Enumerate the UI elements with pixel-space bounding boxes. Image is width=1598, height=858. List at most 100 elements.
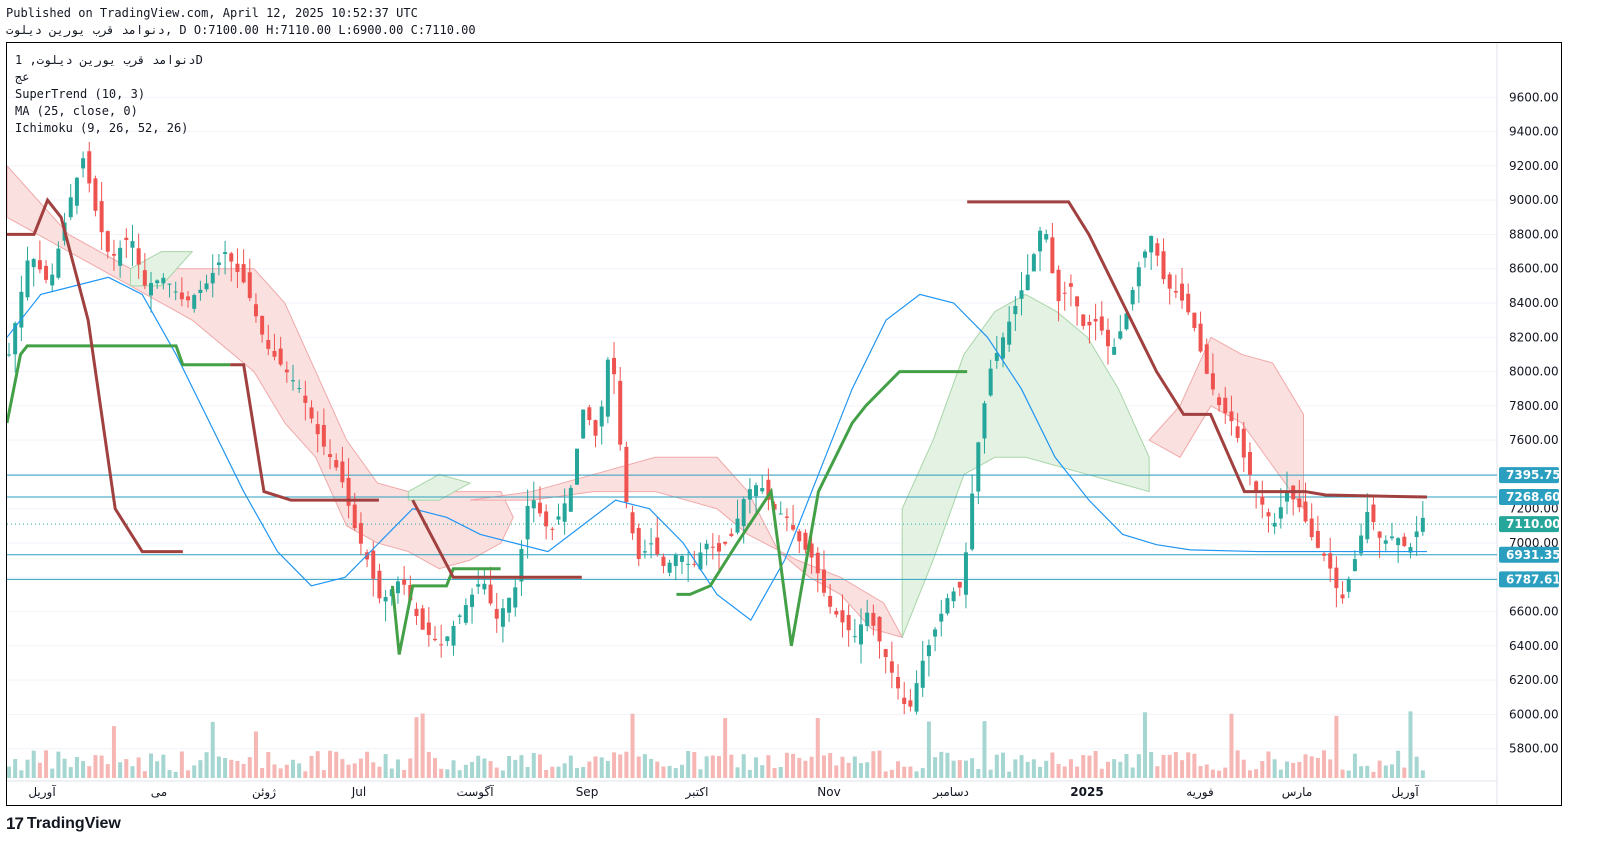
legend-ma[interactable]: MA (25, close, 0) (15, 104, 138, 118)
volume-bar (1167, 754, 1172, 778)
candle-body (556, 516, 561, 520)
y-tick-label: 8600.00 (1509, 262, 1559, 276)
candle-body (649, 543, 654, 545)
candle-body (303, 395, 308, 403)
candle-body (673, 554, 678, 567)
volume-bar (1124, 753, 1129, 778)
volume-bar (686, 751, 691, 778)
candle-body (735, 518, 740, 533)
candle-body (507, 597, 512, 613)
volume-bar (1247, 770, 1252, 778)
volume-bar (1143, 712, 1147, 778)
candle-body (420, 608, 425, 630)
candle-body (74, 177, 79, 206)
volume-bar (556, 766, 561, 778)
volume-bar (667, 765, 672, 778)
candle-body (797, 531, 802, 542)
supertrend-up-line (676, 370, 968, 647)
legend-ichimoku[interactable]: Ichimoku (9, 26, 52, 26) (15, 121, 189, 135)
legend-exchange: عج (15, 70, 30, 84)
candle-body (1371, 504, 1376, 523)
volume-bar (105, 764, 110, 778)
tradingview-brand[interactable]: 17 TradingView (6, 814, 121, 834)
candle-body (754, 485, 759, 497)
candle-body (803, 532, 808, 550)
candle-body (908, 700, 913, 707)
candle-body (68, 197, 73, 218)
x-tick-label: اکتبر (685, 785, 709, 800)
volume-bar (717, 756, 721, 778)
candle-body (1050, 237, 1055, 274)
price-chart[interactable]: 9600.00 9400.00 9200.00 9000.00 8800.00 8600.… (5, 43, 1561, 805)
volume-bar (235, 760, 240, 778)
candle-body (1180, 283, 1185, 301)
volume-bar (519, 755, 524, 778)
volume-bar (1198, 766, 1203, 778)
chart-frame[interactable]: 9600.00 9400.00 9200.00 9000.00 8800.00 8600.… (5, 42, 1562, 806)
candle-body (1161, 251, 1166, 280)
volume-bar (1235, 750, 1240, 778)
supertrend-down-line (230, 363, 379, 502)
candle-body (1309, 518, 1314, 538)
candle-body (1204, 344, 1209, 374)
volume-bar (1303, 754, 1308, 778)
volume-bar (7, 766, 11, 778)
candle-body (1186, 293, 1191, 313)
volume-bar (346, 764, 351, 778)
legend-supertrend[interactable]: SuperTrend (10, 3) (15, 87, 146, 101)
candle-body (581, 409, 586, 439)
candle-body (402, 579, 407, 585)
candle-body (859, 624, 863, 645)
candle-body (618, 380, 623, 445)
candle-body (284, 369, 289, 373)
y-tick-label: 8000.00 (1509, 365, 1559, 379)
volume-bar (1217, 770, 1222, 778)
candle-body (1377, 531, 1382, 538)
volume-bar (778, 766, 783, 778)
y-tick-label: 7800.00 (1509, 399, 1559, 413)
x-tick-label: دسامبر (932, 785, 969, 800)
volume-bar (1210, 769, 1215, 778)
volume-bar (760, 765, 765, 778)
brand-name: TradingView (26, 815, 121, 832)
candle-body (142, 270, 147, 286)
candle-body (1167, 274, 1172, 289)
volume-bar (272, 764, 277, 778)
candle-body (1247, 452, 1252, 475)
volume-bar (321, 770, 326, 778)
volume-bar (859, 763, 863, 778)
volume-bar (747, 769, 752, 778)
volume-bar (649, 758, 654, 778)
candle-body (1359, 535, 1364, 554)
volume-bar (877, 750, 882, 778)
candle-body (1285, 491, 1289, 502)
candle-body (93, 178, 98, 211)
price-label-bg (1499, 488, 1559, 505)
candle-body (1155, 243, 1160, 256)
volume-bar (1056, 763, 1061, 778)
candle-body (1334, 567, 1339, 589)
volume-bar (371, 762, 376, 778)
volume-bar (1315, 757, 1320, 778)
candle-body (1260, 496, 1265, 505)
published-line: Published on TradingView.com, April 12, … (6, 6, 418, 20)
candle-body (642, 551, 647, 553)
volume-bar (1414, 756, 1419, 778)
candle-body (1062, 292, 1067, 294)
supertrend-down-line (7, 197, 183, 554)
volume-bar (56, 751, 61, 778)
candle-body (266, 340, 271, 349)
candle-body (291, 380, 295, 382)
y-tick-label: 7200.00 (1509, 502, 1559, 516)
volume-bar (630, 713, 635, 778)
volume-bar (772, 768, 777, 778)
candle-body (334, 460, 339, 468)
candle-body (1093, 319, 1098, 322)
candle-body (537, 502, 542, 514)
volume-bar (988, 769, 993, 778)
price-label: 6787.61 (1506, 572, 1561, 586)
volume-bar (1309, 756, 1314, 778)
volume-bar (618, 754, 623, 778)
volume-bar (1038, 766, 1043, 778)
volume-bar (902, 766, 907, 778)
